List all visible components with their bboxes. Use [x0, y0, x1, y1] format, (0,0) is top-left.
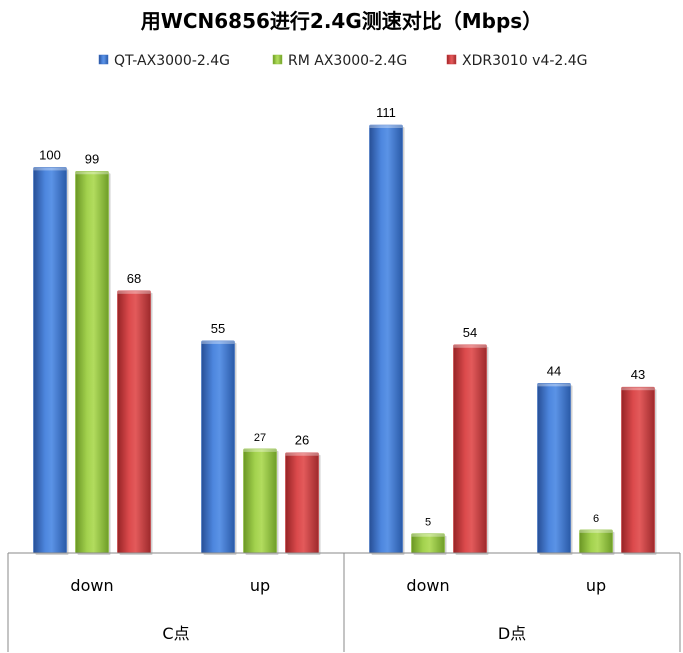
bar-body [285, 452, 319, 554]
group-label-1: C点 [162, 624, 189, 643]
bar-body [537, 383, 571, 554]
bar-body [75, 170, 109, 554]
legend-item-2: RM AX3000-2.4G [272, 53, 407, 69]
data-label-3-4: 43 [631, 367, 645, 382]
legend-swatch-2 [272, 54, 283, 65]
legend: QT-AX3000-2.4G RM AX3000-2.4G XDR3010 v4-2… [98, 53, 588, 69]
category-label-4: up [586, 576, 606, 595]
bar-2-3 [411, 533, 447, 555]
bar-body [243, 448, 277, 554]
bar-3-2 [285, 452, 321, 555]
bar-body [579, 529, 613, 554]
legend-swatch-3 [446, 54, 457, 65]
legend-item-1: QT-AX3000-2.4G [98, 53, 230, 69]
legend-item-3: XDR3010 v4-2.4G [446, 53, 588, 69]
bar-body [201, 340, 235, 554]
bar-cap [201, 340, 235, 344]
data-label-2-1: 99 [85, 151, 99, 166]
bar-cap [537, 383, 571, 387]
bar-cap [411, 533, 445, 537]
bar-3-3 [453, 344, 489, 555]
legend-label-1: QT-AX3000-2.4G [114, 53, 230, 69]
data-label-1-4: 44 [547, 363, 561, 378]
bar-body [369, 124, 403, 554]
bar-body [453, 344, 487, 554]
bar-cap [117, 290, 151, 294]
category-label-2: up [250, 576, 270, 595]
data-label-1-3: 111 [376, 105, 396, 120]
data-labels-layer: 100 99 68 55 27 26 111 5 54 44 6 43 [39, 105, 645, 529]
chart-title: 用WCN6856进行2.4G测速对比（Mbps） [141, 9, 542, 33]
data-label-3-2: 26 [295, 433, 309, 448]
bar-3-1 [117, 290, 153, 555]
category-label-3: down [406, 576, 449, 595]
bar-1-3 [369, 124, 405, 555]
data-label-1-1: 100 [39, 147, 61, 162]
category-axis: down up down up C点 D点 [7, 552, 681, 652]
data-label-3-3: 54 [463, 325, 477, 340]
bar-cap [75, 171, 109, 175]
bar-1-4 [537, 383, 573, 555]
bar-body [33, 167, 67, 554]
bar-1-2 [201, 340, 237, 555]
bar-1-1 [33, 167, 69, 555]
bar-cap [33, 167, 67, 171]
bar-cap [243, 448, 277, 452]
bar-cap [621, 387, 655, 391]
group-label-2: D点 [498, 624, 526, 643]
legend-label-3: XDR3010 v4-2.4G [462, 53, 588, 69]
bar-cap [369, 125, 403, 128]
data-label-2-2: 27 [254, 432, 266, 444]
bar-cap [285, 452, 319, 456]
bar-2-4 [579, 529, 615, 555]
bar-2-1 [75, 170, 111, 555]
bar-cap [453, 344, 487, 348]
bar-3-4 [621, 386, 657, 555]
bar-cap [579, 529, 613, 533]
legend-label-2: RM AX3000-2.4G [288, 53, 407, 69]
data-label-2-4: 6 [593, 513, 599, 525]
bars-layer [33, 124, 657, 555]
bar-body [621, 386, 655, 554]
data-label-3-1: 68 [127, 271, 141, 286]
bar-body [117, 290, 151, 554]
legend-swatch-1 [98, 54, 109, 65]
data-label-1-2: 55 [211, 321, 225, 336]
data-label-2-3: 5 [425, 517, 431, 529]
category-label-1: down [70, 576, 113, 595]
bar-2-2 [243, 448, 279, 555]
